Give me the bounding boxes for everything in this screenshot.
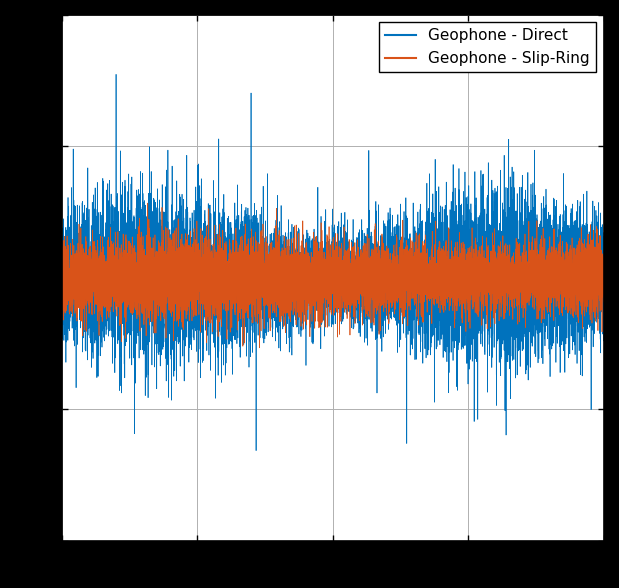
- Geophone - Direct: [571, 218, 579, 225]
- Geophone - Direct: [90, 290, 98, 298]
- Geophone - Slip-Ring: [323, 295, 331, 302]
- Geophone - Slip-Ring: [61, 308, 68, 315]
- Geophone - Slip-Ring: [571, 253, 579, 260]
- Geophone - Direct: [253, 447, 260, 454]
- Geophone - Slip-Ring: [58, 243, 66, 250]
- Geophone - Direct: [80, 263, 88, 270]
- Legend: Geophone - Direct, Geophone - Slip-Ring: Geophone - Direct, Geophone - Slip-Ring: [379, 22, 596, 72]
- Geophone - Direct: [58, 259, 66, 266]
- Line: Geophone - Direct: Geophone - Direct: [62, 74, 604, 450]
- Geophone - Slip-Ring: [80, 277, 88, 284]
- Geophone - Direct: [113, 71, 120, 78]
- Geophone - Direct: [61, 298, 68, 305]
- Geophone - Slip-Ring: [90, 238, 98, 245]
- Line: Geophone - Slip-Ring: Geophone - Slip-Ring: [62, 203, 604, 348]
- Geophone - Slip-Ring: [256, 345, 263, 352]
- Geophone - Direct: [165, 263, 172, 270]
- Geophone - Direct: [600, 254, 607, 261]
- Geophone - Direct: [323, 292, 331, 299]
- Geophone - Slip-Ring: [600, 299, 607, 306]
- Geophone - Slip-Ring: [165, 255, 172, 262]
- Geophone - Slip-Ring: [144, 199, 152, 206]
